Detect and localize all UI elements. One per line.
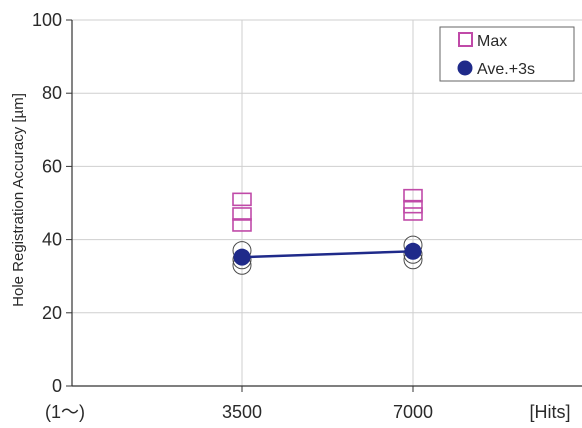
ave-point-1: [404, 242, 422, 260]
series-layer: [232, 188, 423, 275]
max-point-2: [232, 218, 252, 232]
ave-point-0: [233, 248, 251, 266]
max-point-3: [403, 188, 423, 203]
ave-series-line: [241, 250, 414, 259]
y-tick-label-100: 100: [32, 10, 62, 30]
y-tick-label-20: 20: [42, 303, 62, 323]
y-tick-labels: 0 20 40 60 80 100: [32, 10, 62, 396]
y-tick-label-80: 80: [42, 83, 62, 103]
max-point-1: [232, 207, 252, 221]
y-tick-label-60: 60: [42, 156, 62, 176]
max-point-5: [403, 207, 423, 221]
y-tick-label-40: 40: [42, 230, 62, 250]
legend: Max Ave.+3s: [439, 26, 575, 82]
x-tick-label-1: 3500: [222, 402, 262, 422]
x-tick-labels: (1～) 3500 7000 [Hits]: [45, 402, 571, 422]
legend-ave-label: Ave.+3s: [477, 61, 535, 78]
y-axis-label: Hole Registration Accuracy [µm]: [10, 93, 27, 307]
axes: [66, 19, 582, 392]
x-tick-label-2: 7000: [393, 402, 433, 422]
x-tick-label-0: (1～): [45, 402, 85, 422]
legend-ave-marker: [457, 60, 473, 76]
legend-max-label: Max: [477, 33, 507, 50]
x-tick-label-3: [Hits]: [529, 402, 570, 422]
grid-lines: [72, 19, 582, 386]
legend-max-marker: [458, 32, 473, 47]
max-point-0: [232, 192, 252, 207]
max-point-4: [403, 199, 423, 214]
y-tick-label-0: 0: [52, 376, 62, 396]
